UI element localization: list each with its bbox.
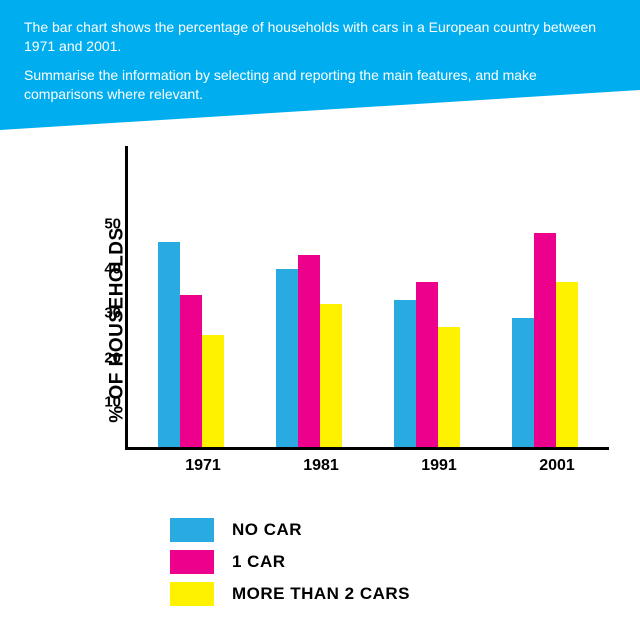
bar-group: 2001 <box>512 160 602 447</box>
instruction-banner: The bar chart shows the percentage of ho… <box>0 0 640 130</box>
legend-label: NO CAR <box>232 520 302 540</box>
bar <box>298 255 320 447</box>
bar-group: 1981 <box>276 160 366 447</box>
bar <box>180 295 202 447</box>
x-tick-label: 2001 <box>539 457 575 475</box>
bar-chart: % OF HOUSEHOLDS 102030405019711981199120… <box>30 160 610 490</box>
y-tick: 20 <box>88 349 121 366</box>
bar-group: 1991 <box>394 160 484 447</box>
legend-swatch <box>170 550 214 574</box>
bar <box>512 318 534 447</box>
y-tick: 10 <box>88 394 121 411</box>
y-tick: 40 <box>88 260 121 277</box>
bar <box>534 233 556 447</box>
bar <box>556 282 578 447</box>
bar <box>202 335 224 447</box>
banner-line-2: Summarise the information by selecting a… <box>24 66 616 104</box>
y-tick: 50 <box>88 215 121 232</box>
legend: NO CAR 1 CAR MORE THAN 2 CARS <box>170 518 550 614</box>
x-tick-label: 1991 <box>421 457 457 475</box>
bar-group: 1971 <box>158 160 248 447</box>
bar <box>438 327 460 447</box>
y-tick: 30 <box>88 305 121 322</box>
plot-area: 10203040501971198119912001 <box>125 160 595 450</box>
legend-item: 1 CAR <box>170 550 550 574</box>
legend-swatch <box>170 582 214 606</box>
bar <box>416 282 438 447</box>
banner-line-1: The bar chart shows the percentage of ho… <box>24 18 616 56</box>
bar <box>158 242 180 447</box>
legend-label: MORE THAN 2 CARS <box>232 584 410 604</box>
x-tick-label: 1981 <box>303 457 339 475</box>
legend-item: MORE THAN 2 CARS <box>170 582 550 606</box>
bar <box>320 304 342 447</box>
x-tick-label: 1971 <box>185 457 221 475</box>
legend-label: 1 CAR <box>232 552 286 572</box>
bar <box>394 300 416 447</box>
bar <box>276 269 298 447</box>
legend-item: NO CAR <box>170 518 550 542</box>
legend-swatch <box>170 518 214 542</box>
